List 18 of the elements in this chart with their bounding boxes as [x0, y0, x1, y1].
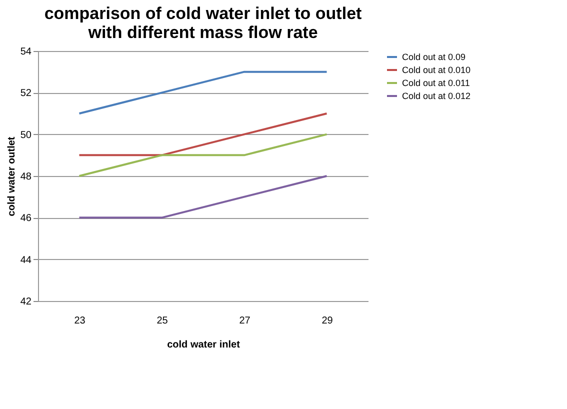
y-tick-label: 54 [20, 46, 32, 58]
legend-label: Cold out at 0.09 [402, 52, 466, 62]
x-axis-title: cold water inlet [167, 340, 241, 350]
y-tick-label: 42 [20, 296, 32, 308]
y-axis-title: cold water outlet [6, 136, 18, 216]
chart-title: comparison of cold water inlet to outlet with different mass flow rate [44, 4, 362, 42]
x-tick-label: 23 [74, 316, 86, 326]
y-tick-label: 50 [20, 130, 32, 141]
x-tick-label: 25 [156, 316, 168, 326]
legend-label: Cold out at 0.010 [402, 65, 471, 75]
x-tick-label: 29 [322, 316, 334, 326]
legend-label: Cold out at 0.012 [402, 91, 471, 101]
legend-label: Cold out at 0.011 [402, 78, 470, 88]
y-tick-label: 46 [20, 213, 32, 224]
y-tick-label: 48 [20, 172, 32, 182]
y-tick-label: 52 [20, 88, 32, 100]
y-tick-label: 44 [20, 254, 32, 266]
x-tick-label: 27 [239, 316, 251, 326]
